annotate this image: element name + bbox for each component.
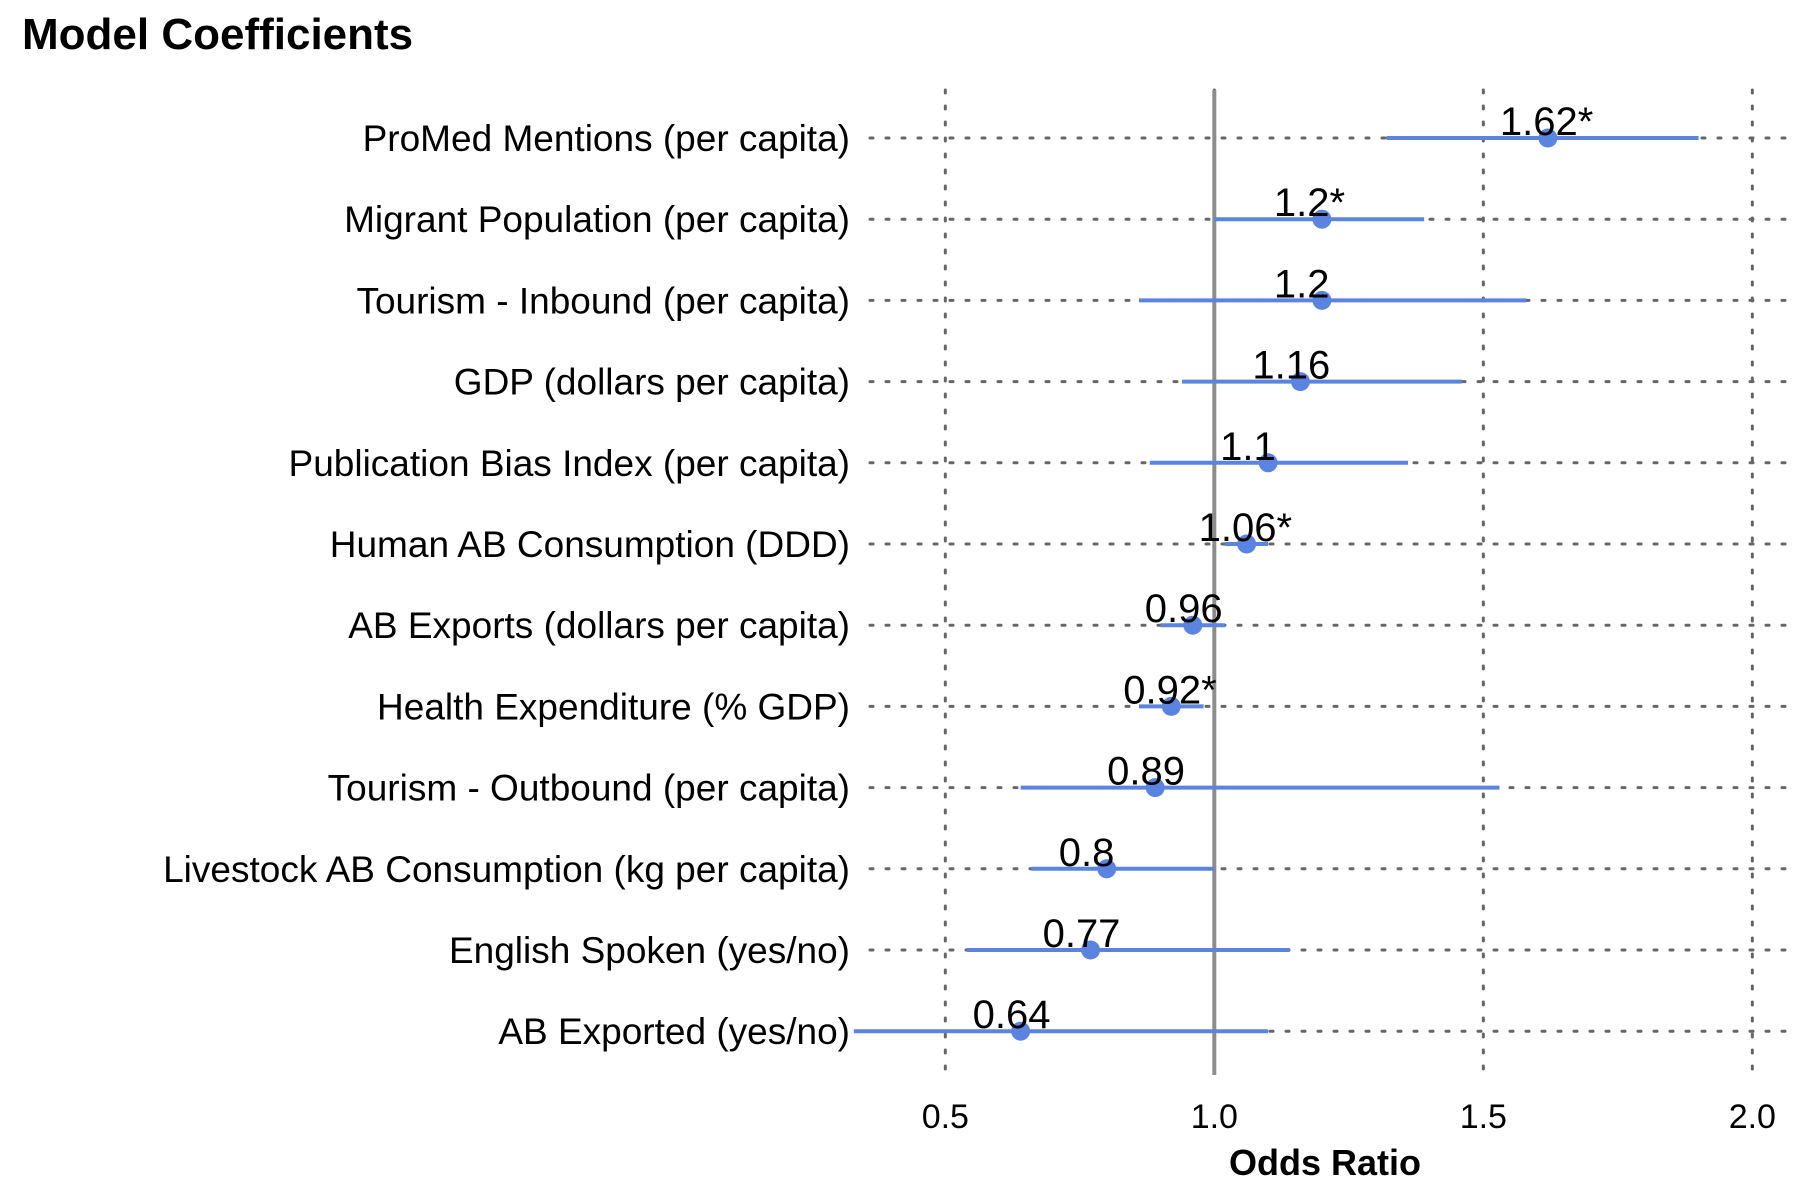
row-label: GDP (dollars per capita)	[454, 362, 850, 403]
value-label: 0.92*	[1123, 668, 1216, 712]
row-label: Tourism - Outbound (per capita)	[328, 768, 850, 809]
value-label: 1.62*	[1500, 100, 1593, 144]
value-label: 1.06*	[1199, 506, 1292, 550]
estimate-point	[1258, 453, 1278, 473]
estimate-point	[1312, 290, 1332, 310]
estimate-point	[1237, 534, 1257, 554]
row-label: AB Exports (dollars per capita)	[348, 605, 850, 646]
x-tick-label: 2.0	[1729, 1098, 1776, 1136]
estimate-point	[1161, 696, 1181, 716]
estimate-point	[1011, 1021, 1031, 1041]
x-axis-title: Odds Ratio	[1229, 1142, 1421, 1183]
x-tick-layer: 0.5 1.0 1.5 2.0	[922, 1098, 1776, 1136]
estimate-point	[1081, 940, 1101, 960]
estimate-point	[1290, 372, 1310, 392]
value-label: 0.96	[1145, 587, 1223, 631]
interval-layer	[853, 136, 1699, 1034]
point-layer	[1011, 128, 1558, 1041]
value-label: 1.2*	[1274, 181, 1345, 225]
row-label: Health Expenditure (% GDP)	[377, 686, 850, 727]
x-tick-label: 0.5	[922, 1098, 969, 1136]
row-label: Livestock AB Consumption (kg per capita)	[163, 849, 850, 890]
estimate-point	[1145, 778, 1165, 798]
x-tick-label: 1.0	[1191, 1098, 1238, 1136]
row-label: ProMed Mentions (per capita)	[363, 118, 850, 159]
value-label-layer: 1.62* 1.2* 1.2 1.16 1.1 1.06* 0.96 0.92* 0.89 0.8…	[973, 100, 1594, 1037]
row-label: Tourism - Inbound (per capita)	[356, 280, 850, 321]
label-layer: ProMed Mentions (per capita) Migrant Popu…	[163, 118, 850, 1052]
row-label: AB Exported (yes/no)	[498, 1011, 850, 1052]
estimate-point	[1538, 128, 1558, 148]
row-label: Migrant Population (per capita)	[344, 199, 850, 240]
value-label: 1.16	[1252, 344, 1330, 388]
estimate-point	[1312, 209, 1332, 229]
estimate-point	[1183, 615, 1203, 635]
chart-title: Model Coefficients	[22, 10, 414, 59]
value-label: 0.77	[1043, 912, 1121, 956]
grid-layer	[868, 88, 1792, 1077]
estimate-point	[1097, 859, 1117, 879]
value-label: 0.64	[973, 993, 1051, 1037]
value-label: 1.1	[1220, 425, 1276, 469]
x-tick-label: 1.5	[1460, 1098, 1507, 1136]
row-label: Publication Bias Index (per capita)	[289, 443, 850, 484]
value-label: 0.89	[1107, 750, 1185, 794]
value-label: 0.8	[1059, 831, 1115, 875]
row-label: Human AB Consumption (DDD)	[330, 524, 850, 565]
row-label: English Spoken (yes/no)	[449, 930, 850, 971]
value-label: 1.2	[1274, 262, 1330, 306]
